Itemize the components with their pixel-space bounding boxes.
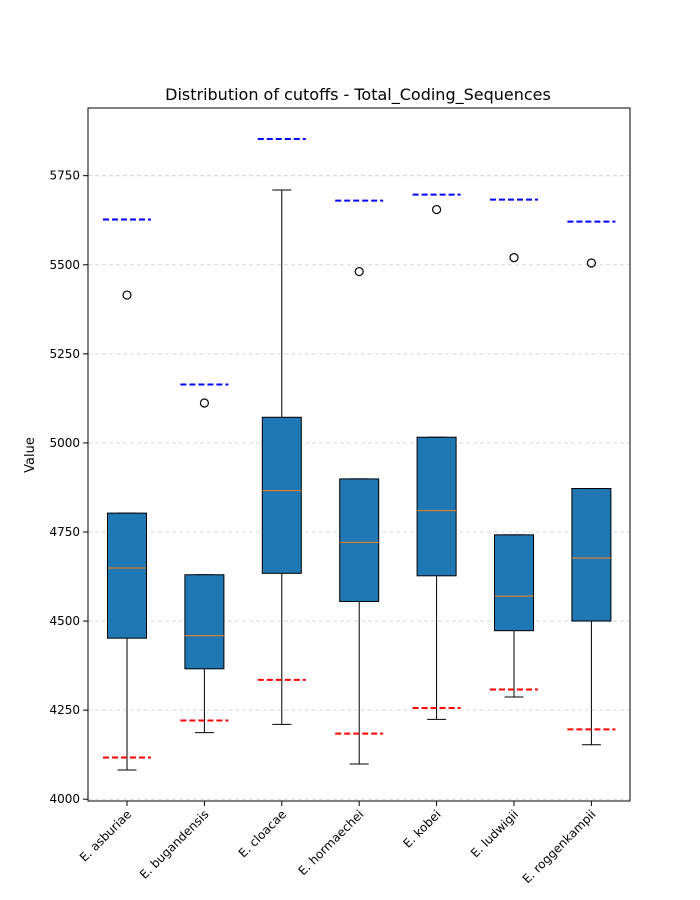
box-group — [416, 204, 457, 720]
grid-lines — [88, 175, 630, 800]
x-tick-label: E. kobei — [400, 807, 443, 850]
x-tick-label: E. ludwigii — [468, 807, 521, 860]
x-tick-label: E. roggenkampii — [520, 807, 599, 886]
y-tick-label: 5750 — [49, 169, 80, 183]
y-axis-label: Value — [23, 437, 38, 473]
x-tick-label: E. bugandensis — [137, 807, 212, 882]
y-tick-label: 5000 — [49, 436, 80, 450]
y-tick-label: 4500 — [49, 614, 80, 628]
y-tick-label: 5250 — [49, 347, 80, 361]
iqr-box — [107, 512, 147, 639]
iqr-box — [261, 416, 302, 574]
outlier-point — [199, 398, 209, 408]
chart-title: Distribution of cutoffs - Total_Coding_S… — [165, 85, 551, 105]
iqr-box — [339, 478, 380, 602]
chart-marks — [103, 137, 616, 771]
x-tick-label: E. hormaechei — [295, 807, 366, 878]
y-tick-label: 4000 — [49, 792, 80, 806]
y-tick-label: 4750 — [49, 525, 80, 539]
box-group — [184, 398, 225, 734]
x-tick-label: E. asburiae — [77, 807, 134, 864]
iqr-box — [184, 574, 225, 670]
iqr-box — [571, 488, 612, 622]
iqr-box — [416, 436, 457, 577]
box-group — [494, 253, 534, 698]
outlier-point — [586, 258, 597, 268]
box-group — [339, 266, 380, 765]
outlier-point — [509, 253, 519, 263]
y-tick-label: 5500 — [49, 258, 80, 272]
y-tick-label: 4250 — [49, 703, 80, 717]
outlier-point — [354, 266, 364, 277]
iqr-box — [494, 534, 534, 632]
outlier-point — [122, 290, 132, 300]
x-tick-label: E. cloacae — [236, 807, 289, 860]
outlier-point — [432, 204, 442, 215]
box-group — [571, 258, 612, 746]
box-group — [107, 290, 147, 771]
box-group — [261, 189, 302, 725]
